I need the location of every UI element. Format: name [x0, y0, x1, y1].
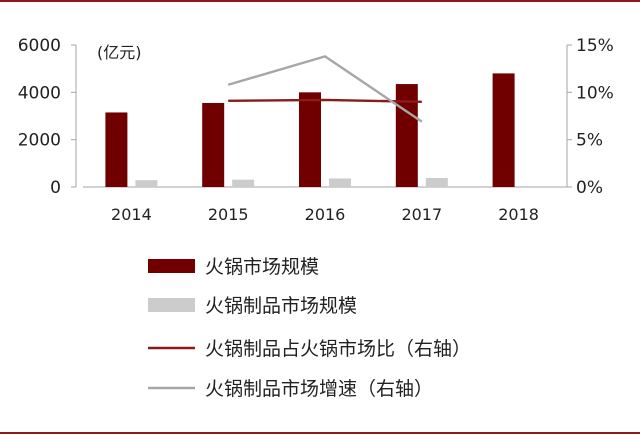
x-tick-label: 2018: [498, 205, 539, 224]
legend-label: 火锅制品占火锅市场比（右轴）: [205, 338, 471, 360]
bar: [232, 179, 255, 187]
bars-layer: [105, 73, 515, 187]
series-line: [227, 55, 423, 123]
legend-swatch: [148, 259, 195, 273]
right-tick-label: 15%: [576, 36, 614, 56]
legend-swatch: [148, 298, 195, 312]
bar: [329, 178, 351, 187]
bottom-rule: [0, 432, 640, 434]
left-tick-label: 6000: [18, 36, 61, 56]
bar: [135, 180, 158, 187]
left-tick-label: 4000: [18, 83, 61, 103]
lines-layer: [227, 55, 423, 123]
x-tick-label: 2014: [111, 205, 152, 224]
unit-label: (亿元): [97, 43, 142, 62]
legend-label: 火锅制品市场规模: [205, 295, 357, 317]
bar: [425, 178, 448, 187]
legend-label: 火锅制品市场增速（右轴）: [205, 378, 433, 400]
left-tick-label: 2000: [18, 131, 61, 151]
right-tick-label: 10%: [576, 83, 614, 103]
axes-layer: 0 2000 4000 6000 0% 5% 10% 15% 2014 2015 2016 2017 2…: [18, 36, 614, 224]
bar: [395, 84, 418, 187]
bar: [492, 73, 515, 187]
right-tick-label: 5%: [576, 131, 603, 151]
x-tick-label: 2015: [208, 205, 249, 224]
bar: [299, 92, 321, 187]
bar: [105, 112, 128, 187]
legend-label: 火锅市场规模: [205, 256, 319, 278]
x-tick-label: 2017: [401, 205, 442, 224]
left-tick-label: 0: [50, 178, 61, 198]
x-tick-label: 2016: [305, 205, 346, 224]
top-rule: [0, 0, 640, 2]
bar: [202, 102, 225, 187]
right-tick-label: 0%: [576, 178, 603, 198]
